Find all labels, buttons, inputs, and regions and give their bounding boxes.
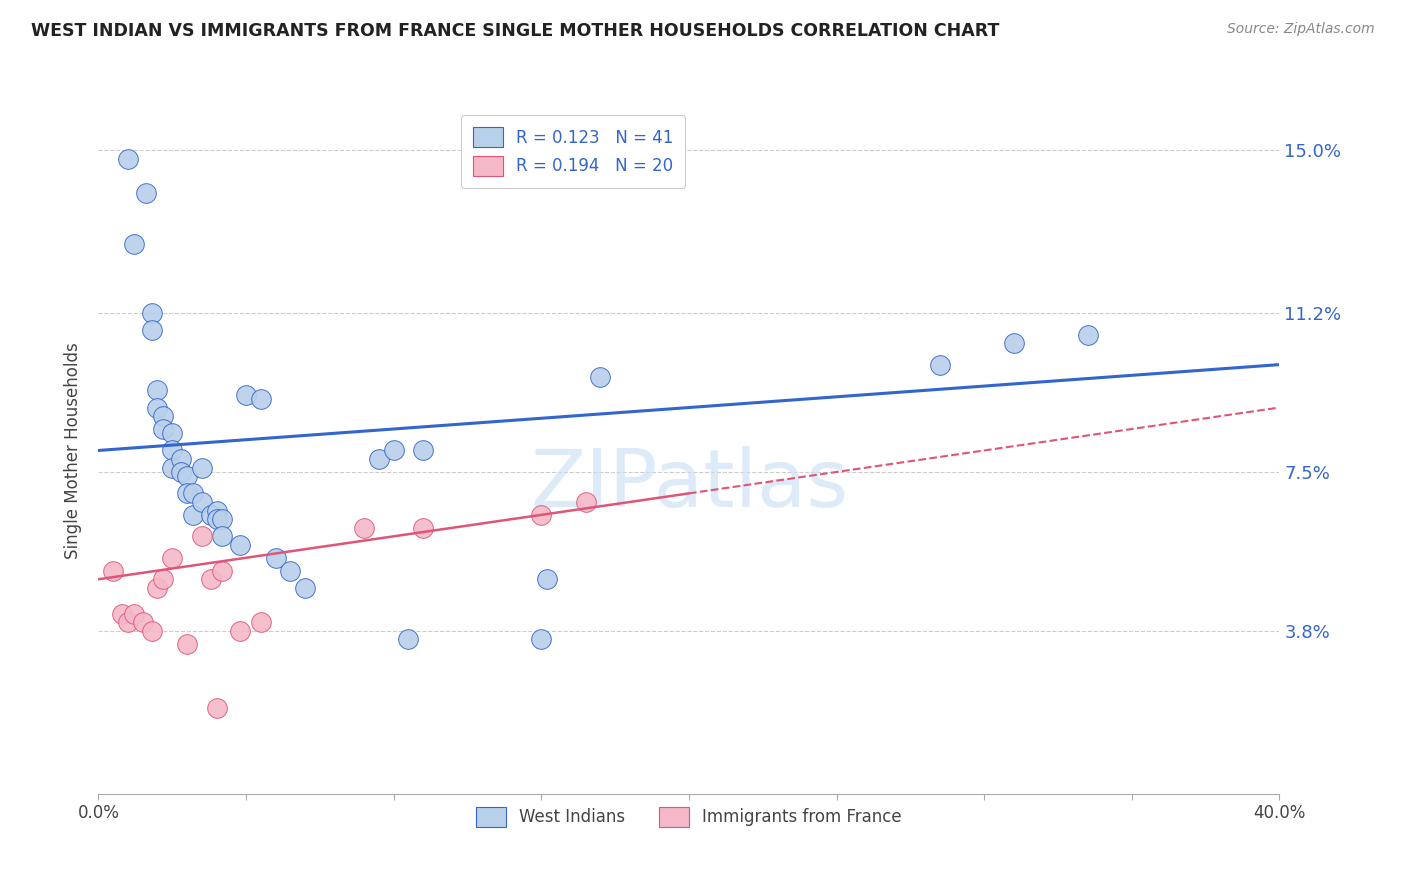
Legend: West Indians, Immigrants from France: West Indians, Immigrants from France [465, 797, 912, 837]
Point [191, 495, 214, 509]
Point [235, 387, 257, 401]
Point [103, 564, 125, 578]
Point [162, 550, 183, 565]
Point [412, 443, 434, 458]
Point [111, 607, 134, 621]
Point [250, 615, 273, 630]
Point [132, 615, 155, 630]
Point [135, 186, 157, 200]
Point [530, 632, 553, 647]
Point [122, 607, 145, 621]
Point [353, 521, 375, 535]
Point [264, 550, 287, 565]
Point [152, 572, 174, 586]
Point [152, 409, 174, 424]
Point [250, 392, 273, 406]
Point [211, 564, 233, 578]
Point [146, 581, 169, 595]
Point [200, 508, 222, 522]
Point [412, 521, 434, 535]
Point [117, 152, 139, 166]
Point [229, 538, 252, 552]
Point [152, 422, 174, 436]
Point [398, 632, 420, 647]
Point [211, 529, 233, 543]
Point [575, 495, 598, 509]
Point [205, 512, 228, 526]
Point [170, 452, 193, 467]
Point [929, 358, 952, 372]
Point [176, 637, 198, 651]
Point [176, 469, 198, 483]
Point [589, 370, 612, 384]
Point [146, 401, 169, 415]
Point [162, 443, 183, 458]
Point [280, 564, 302, 578]
Point [200, 572, 222, 586]
Point [536, 572, 558, 586]
Text: WEST INDIAN VS IMMIGRANTS FROM FRANCE SINGLE MOTHER HOUSEHOLDS CORRELATION CHART: WEST INDIAN VS IMMIGRANTS FROM FRANCE SI… [31, 22, 1000, 40]
Point [170, 465, 193, 479]
Text: ZIPatlas: ZIPatlas [530, 446, 848, 524]
Point [229, 624, 252, 638]
Point [211, 512, 233, 526]
Point [122, 237, 145, 252]
Text: Source: ZipAtlas.com: Source: ZipAtlas.com [1227, 22, 1375, 37]
Point [176, 486, 198, 500]
Point [141, 306, 163, 320]
Point [162, 460, 183, 475]
Point [530, 508, 553, 522]
Point [146, 384, 169, 398]
Point [117, 615, 139, 630]
Point [181, 508, 204, 522]
Point [141, 323, 163, 337]
Y-axis label: Single Mother Households: Single Mother Households [65, 343, 83, 558]
Point [191, 460, 214, 475]
Point [191, 529, 214, 543]
Point [205, 503, 228, 517]
Point [205, 701, 228, 715]
Point [181, 486, 204, 500]
Point [141, 624, 163, 638]
Point [294, 581, 316, 595]
Point [162, 426, 183, 441]
Point [1077, 327, 1099, 342]
Point [1002, 336, 1025, 351]
Point [368, 452, 391, 467]
Point [382, 443, 405, 458]
